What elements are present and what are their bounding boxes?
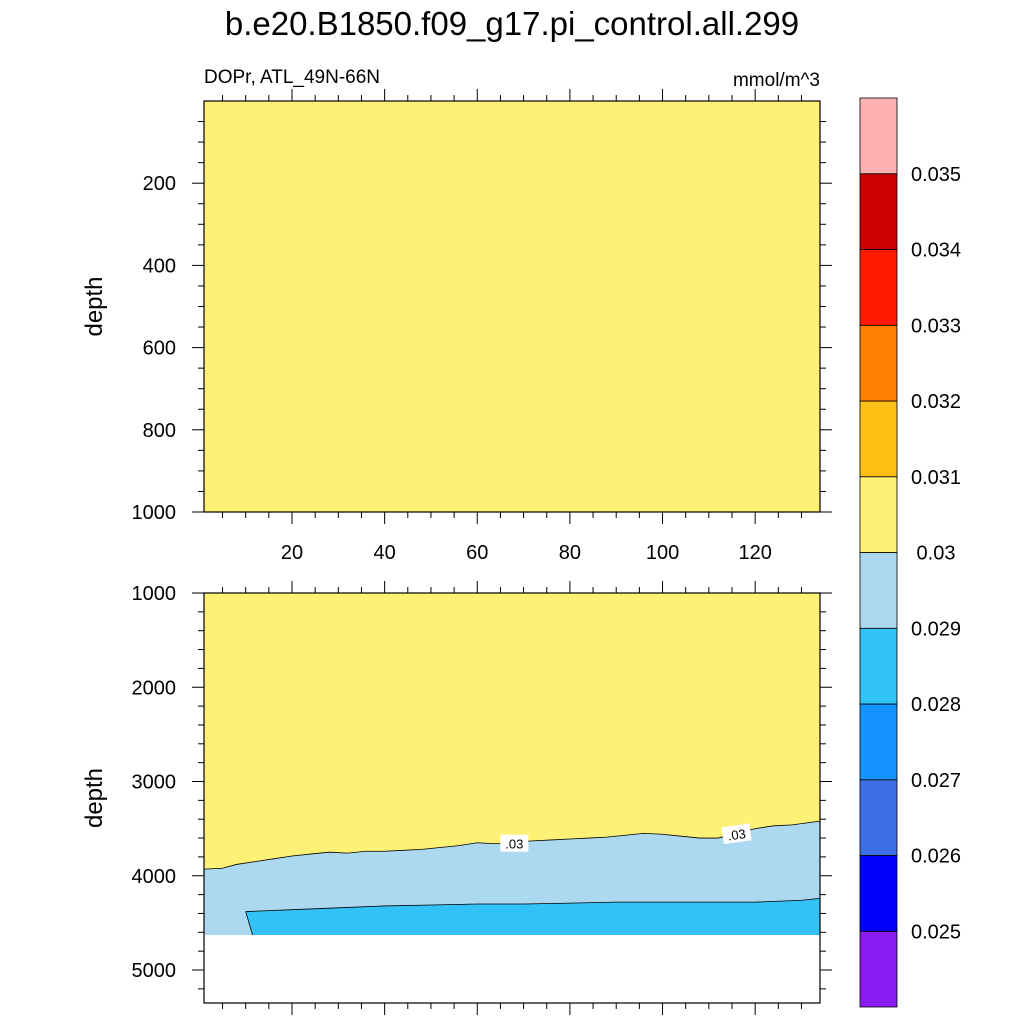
plot-frame <box>203 592 821 1004</box>
colorbar-label: 0.028 <box>911 694 961 716</box>
colorbar-box <box>859 324 898 402</box>
colorbar-box <box>859 476 898 553</box>
colorbar-label: 0.027 <box>911 770 961 792</box>
colorbar-label: 0.026 <box>911 846 961 868</box>
contour-label-1: .03 <box>500 834 529 852</box>
fill-region-030-031 <box>204 101 820 512</box>
left-subtitle: DOPr, ATL_49N-66N <box>204 67 380 88</box>
colorbar-label: 0.031 <box>911 467 961 489</box>
contour-label-bg <box>721 823 752 845</box>
colorbar-box <box>859 627 898 705</box>
contour-line-029 <box>245 897 821 936</box>
x-tick-label: 60 <box>466 542 488 564</box>
x-tick-label: 20 <box>281 542 303 564</box>
x-tick-label: 80 <box>559 542 581 564</box>
x-tick-label: 100 <box>646 542 679 564</box>
contour-label-text: .03 <box>727 826 747 843</box>
colorbar-box <box>859 855 898 932</box>
y-tick-label: 200 <box>143 173 176 195</box>
x-tick-label: 40 <box>374 542 396 564</box>
y-tick-label: 1000 <box>132 583 177 605</box>
colorbar-label: 0.029 <box>911 618 961 640</box>
colorbar-box <box>859 779 898 856</box>
colorbar-box <box>859 249 898 326</box>
contour-label-bg <box>500 834 529 852</box>
y-tick-label: 2000 <box>132 677 177 699</box>
fill-region-028-029 <box>245 898 820 936</box>
y-tick-label: 3000 <box>132 772 177 794</box>
colorbar: 0.025 0.026 0.027 0.028 0.029 0.03 0.031 0.032 0… <box>859 97 961 1008</box>
y-tick-label: 600 <box>143 338 176 360</box>
y-tick-label: 800 <box>143 420 176 442</box>
colorbar-box <box>859 703 898 781</box>
y-tick-label: 1000 <box>132 502 177 524</box>
upper-panel: 20 40 60 80 100 120 200 400 600 800 1000 depth <box>81 89 832 564</box>
colorbar-label: 0.035 <box>911 164 961 186</box>
colorbar-label: 0.034 <box>911 240 961 262</box>
colorbar-box <box>859 97 898 175</box>
colorbar-label: 0.032 <box>911 391 961 413</box>
lower-panel: .03 .03 1000 2000 3000 4000 5000 depth <box>81 581 832 1015</box>
y-tick-label: 5000 <box>132 960 177 982</box>
below-bottom-mask <box>204 935 820 1003</box>
y-tick-label: 4000 <box>132 866 177 888</box>
colorbar-label: 0.025 <box>911 921 961 943</box>
colorbar-box <box>859 400 898 478</box>
contour-label-text: .03 <box>505 837 523 852</box>
x-tick-label: 120 <box>738 542 771 564</box>
chart-title: b.e20.B1850.f09_g17.pi_control.all.299 <box>225 5 799 42</box>
y-tick-label: 400 <box>143 255 176 277</box>
y-axis-label: depth <box>81 276 108 336</box>
contour-label-2: .03 <box>721 823 752 845</box>
colorbar-box <box>859 173 898 250</box>
colorbar-box <box>859 552 898 629</box>
colorbar-label: 0.03 <box>917 543 956 565</box>
colorbar-box <box>859 930 898 1008</box>
y-axis-label: depth <box>81 768 108 828</box>
units-label: mmol/m^3 <box>733 70 820 91</box>
colorbar-label: 0.033 <box>911 315 961 337</box>
